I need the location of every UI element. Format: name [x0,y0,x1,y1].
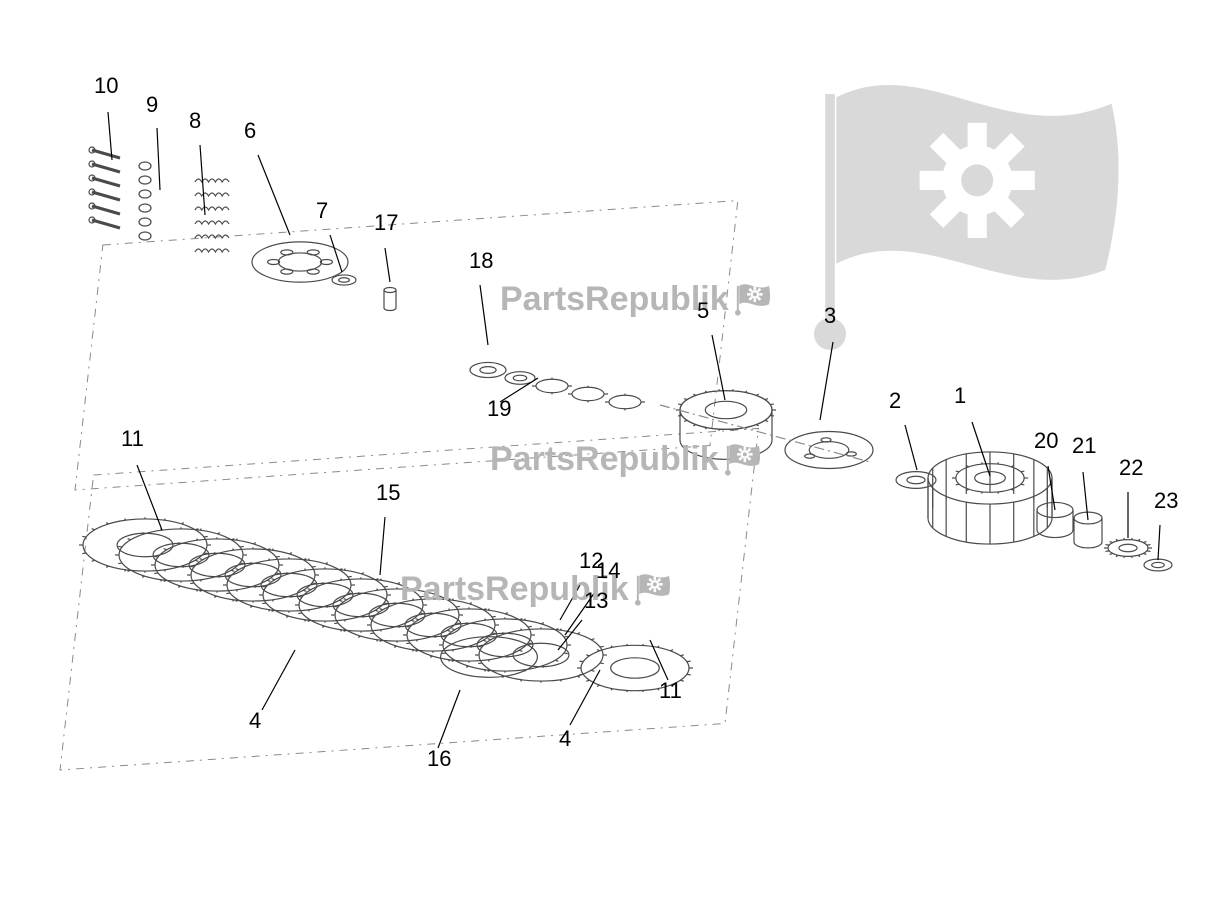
callout-9: 9 [146,92,158,118]
watermark-2: PartsRepublik [400,570,674,609]
callout-14: 14 [596,558,620,584]
callout-6: 6 [244,118,256,144]
callout-23: 23 [1154,488,1178,514]
callout-11: 11 [121,426,144,452]
callout-4b: 4 [559,726,571,752]
callout-2: 2 [889,388,901,414]
callout-15: 15 [376,480,400,506]
callout-1: 1 [954,383,966,409]
callout-16: 16 [427,746,451,772]
diagram-canvas: PartsRepublik PartsRepublik PartsRepubli… [0,0,1205,904]
callout-8: 8 [189,108,201,134]
callout-11b: 11 [659,678,682,704]
watermark-0: PartsRepublik [500,280,774,319]
callout-3: 3 [824,303,836,329]
callout-22: 22 [1119,455,1143,481]
callout-17: 17 [374,210,398,236]
callout-19: 19 [487,396,511,422]
callout-5: 5 [697,298,709,324]
watermark-1: PartsRepublik [490,440,764,479]
callout-18: 18 [469,248,493,274]
callout-21: 21 [1072,433,1096,459]
callout-13: 13 [584,588,608,614]
callout-7: 7 [316,198,328,224]
callout-10: 10 [94,73,118,99]
callout-4: 4 [249,708,261,734]
callout-20: 20 [1034,428,1058,454]
